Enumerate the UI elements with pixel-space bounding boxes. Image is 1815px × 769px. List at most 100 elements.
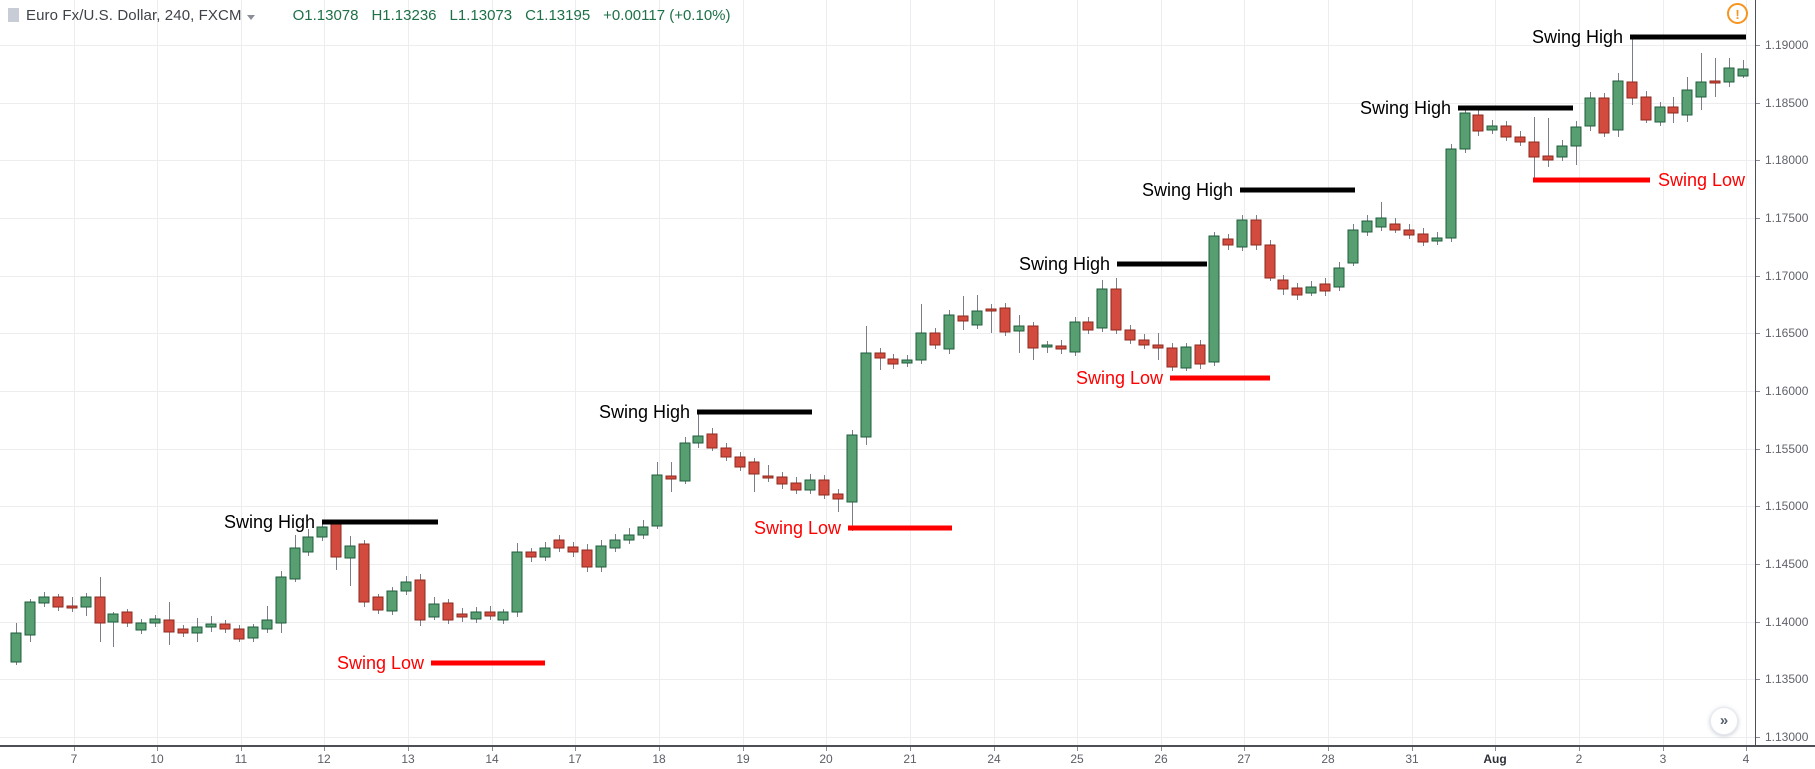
candle-down bbox=[762, 475, 774, 479]
candle-down bbox=[414, 579, 426, 621]
close-value: C1.13195 bbox=[525, 6, 591, 24]
candle-down bbox=[1166, 347, 1178, 368]
candle-up bbox=[1180, 346, 1192, 369]
candle-up bbox=[1737, 68, 1749, 77]
swing-high-label[interactable]: Swing High bbox=[1142, 180, 1233, 200]
candle-down bbox=[1389, 223, 1401, 231]
swing-high-label[interactable]: Swing High bbox=[1360, 98, 1451, 118]
candle-up bbox=[316, 526, 328, 538]
candle-down bbox=[957, 315, 969, 322]
time-tick bbox=[1244, 747, 1245, 751]
time-label: 19 bbox=[736, 752, 750, 766]
swing-high-label[interactable]: Swing High bbox=[224, 512, 315, 532]
time-label: 12 bbox=[317, 752, 331, 766]
price-axis[interactable]: 1.19000 1.18500 1.18000 1.17500 1.17000 1.165… bbox=[1755, 0, 1815, 745]
candle-up bbox=[595, 545, 607, 568]
swing-low-label[interactable]: Swing Low bbox=[337, 653, 425, 673]
candle-down bbox=[818, 479, 830, 496]
swing-low-label[interactable]: Swing Low bbox=[754, 518, 842, 538]
candle-up bbox=[1556, 145, 1568, 158]
price-label: 1.19000 bbox=[1765, 38, 1809, 52]
candle-down bbox=[1055, 345, 1067, 350]
candle-up bbox=[1612, 80, 1624, 131]
swing-annotations: Swing High Swing High Swing High Swing High… bbox=[224, 27, 1746, 673]
candle-down bbox=[525, 551, 537, 558]
time-label: 18 bbox=[652, 752, 666, 766]
candle-up bbox=[1445, 148, 1457, 239]
candle-up bbox=[191, 626, 203, 634]
candle-down bbox=[177, 628, 189, 634]
price-tick bbox=[1756, 679, 1760, 680]
candle-up bbox=[1041, 344, 1053, 348]
time-label: 4 bbox=[1742, 752, 1750, 766]
candle-up bbox=[1333, 267, 1345, 288]
candle-up bbox=[1584, 97, 1596, 127]
price-tick bbox=[1756, 622, 1760, 623]
price-label: 1.17000 bbox=[1765, 269, 1809, 283]
price-tick bbox=[1756, 45, 1760, 46]
candle-up bbox=[1695, 81, 1707, 98]
candle-down bbox=[1027, 325, 1039, 349]
time-tick bbox=[157, 747, 158, 751]
candle-down bbox=[52, 596, 64, 608]
candle-down bbox=[1124, 329, 1136, 341]
candle-up bbox=[1236, 219, 1248, 248]
price-label: 1.17500 bbox=[1765, 211, 1809, 225]
time-tick bbox=[1328, 747, 1329, 751]
candle-down bbox=[665, 475, 677, 480]
time-label: 7 bbox=[70, 752, 78, 766]
candle-down bbox=[553, 539, 565, 549]
candle-down bbox=[330, 523, 342, 558]
grid bbox=[0, 0, 1755, 745]
swing-high-label[interactable]: Swing High bbox=[599, 402, 690, 422]
symbol-logo-icon bbox=[8, 8, 19, 22]
candle-down bbox=[790, 482, 802, 491]
candle-up bbox=[1570, 126, 1582, 147]
symbol-title[interactable]: Euro Fx/U.S. Dollar, 240, FXCM bbox=[26, 6, 242, 24]
candle-down bbox=[1277, 279, 1289, 290]
candle-down bbox=[121, 611, 133, 624]
candle-up bbox=[247, 626, 259, 639]
time-tick bbox=[910, 747, 911, 751]
candle-up bbox=[804, 479, 816, 491]
time-label: 28 bbox=[1321, 752, 1335, 766]
chevron-down-icon[interactable] bbox=[246, 14, 255, 20]
candle-up bbox=[679, 442, 691, 482]
time-label: 3 bbox=[1659, 752, 1667, 766]
time-axis[interactable]: 7 10 11 12 13 14 17 18 19 20 21 24 25 26 27 28 31 Aug 2 3 4 bbox=[0, 745, 1815, 769]
candle-down bbox=[456, 613, 468, 618]
candle-down bbox=[484, 611, 496, 617]
candle-down bbox=[1640, 96, 1652, 121]
candle-down bbox=[887, 358, 899, 365]
candle-down bbox=[1667, 106, 1679, 114]
chart-legend: Euro Fx/U.S. Dollar, 240, FXCM O1.13078 … bbox=[8, 5, 731, 25]
price-tick bbox=[1756, 506, 1760, 507]
time-tick bbox=[1746, 747, 1747, 751]
candle-down bbox=[581, 549, 593, 568]
swing-low-label[interactable]: Swing Low bbox=[1658, 170, 1746, 190]
swing-high-label[interactable]: Swing High bbox=[1019, 254, 1110, 274]
candle-down bbox=[1222, 238, 1234, 246]
candles bbox=[10, 37, 1749, 665]
time-tick bbox=[241, 747, 242, 751]
candle-up bbox=[1654, 106, 1666, 123]
price-tick bbox=[1756, 160, 1760, 161]
candle-up bbox=[275, 576, 287, 624]
candle-down bbox=[163, 619, 175, 633]
candle-up bbox=[1486, 125, 1498, 131]
candle-up bbox=[1305, 286, 1317, 294]
candle-up bbox=[1459, 112, 1471, 150]
candle-down bbox=[1250, 219, 1262, 246]
scroll-right-button[interactable]: » bbox=[1710, 707, 1738, 735]
swing-low-label[interactable]: Swing Low bbox=[1076, 368, 1164, 388]
candle-up bbox=[943, 314, 955, 350]
candle-down bbox=[442, 602, 454, 621]
price-label: 1.13000 bbox=[1765, 730, 1809, 744]
time-label: 10 bbox=[150, 752, 164, 766]
alert-icon[interactable]: ! bbox=[1727, 3, 1748, 24]
candle-up bbox=[107, 613, 119, 623]
low-value: L1.13073 bbox=[449, 6, 513, 24]
chart-plot-area[interactable]: Swing High Swing High Swing High Swing High… bbox=[0, 0, 1815, 745]
time-label: 25 bbox=[1070, 752, 1084, 766]
swing-high-label[interactable]: Swing High bbox=[1532, 27, 1623, 47]
